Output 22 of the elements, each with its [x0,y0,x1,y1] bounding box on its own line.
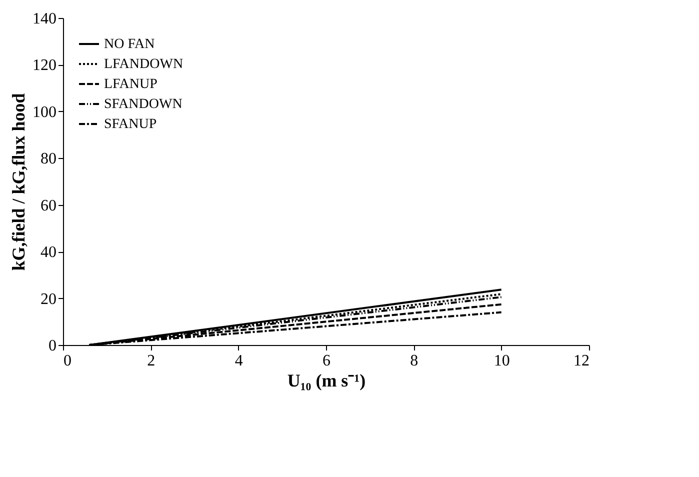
x-tick-label: 4 [234,352,243,370]
x-tick-label: 8 [410,352,418,370]
y-tick-label: 0 [48,338,56,354]
y-axis-title: kG,field / kG,flux hood [8,93,28,271]
x-axis-title: U₁₀ (m s⁻¹) [287,370,366,390]
y-tick-label: 140 [32,10,56,28]
x-tick-label: 0 [64,352,72,370]
y-tick-label: 40 [40,244,56,262]
legend-label: LFANDOWN [104,57,184,72]
y-tick-label: 120 [32,57,56,74]
y-tick-label: 80 [40,150,56,168]
x-tick-label: 6 [322,352,330,370]
y-tick-label: 20 [40,290,56,308]
legend-label: NO FAN [104,37,155,52]
legend-label: LFANUP [104,77,158,92]
x-tick-label: 12 [574,352,590,370]
x-tick-label: 10 [494,352,510,370]
legend-label: SFANUP [104,117,157,132]
y-tick-label: 60 [40,197,56,214]
y-tick-label: 100 [32,104,56,121]
legend-label: SFANDOWN [104,97,182,112]
x-tick-label: 2 [147,352,156,370]
